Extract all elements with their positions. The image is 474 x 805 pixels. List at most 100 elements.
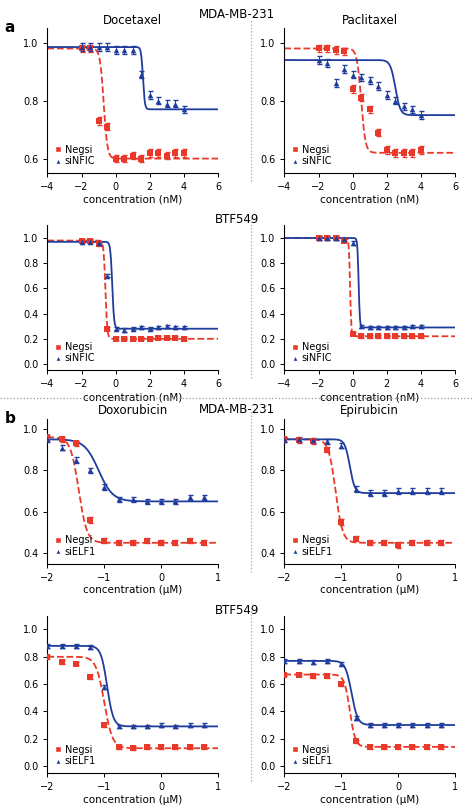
Point bbox=[392, 321, 399, 334]
Point bbox=[129, 493, 137, 506]
Point bbox=[332, 232, 339, 245]
Point bbox=[332, 43, 339, 56]
Point bbox=[323, 654, 331, 667]
Legend: Negsi, siNFIC: Negsi, siNFIC bbox=[289, 340, 334, 365]
Point bbox=[394, 741, 402, 753]
Point bbox=[309, 656, 317, 669]
Point bbox=[281, 433, 288, 446]
Point bbox=[366, 719, 374, 732]
X-axis label: concentration (μM): concentration (μM) bbox=[320, 795, 419, 805]
Text: MDA-MB-231: MDA-MB-231 bbox=[199, 8, 275, 21]
Point bbox=[95, 237, 102, 250]
Point bbox=[120, 43, 128, 56]
Point bbox=[409, 719, 416, 732]
Point bbox=[180, 147, 188, 159]
Point bbox=[423, 719, 430, 732]
Point bbox=[143, 741, 151, 753]
Point bbox=[120, 332, 128, 345]
Point bbox=[58, 433, 65, 446]
Point bbox=[180, 321, 188, 334]
Point bbox=[309, 670, 317, 683]
Point bbox=[357, 320, 365, 332]
Point bbox=[383, 330, 391, 343]
X-axis label: concentration (μM): concentration (μM) bbox=[83, 795, 182, 805]
Point bbox=[103, 120, 111, 133]
Point bbox=[137, 68, 145, 81]
Point bbox=[392, 147, 399, 159]
Text: MDA-MB-231: MDA-MB-231 bbox=[199, 402, 275, 415]
Point bbox=[44, 650, 51, 663]
Text: BTF549: BTF549 bbox=[215, 213, 259, 226]
Point bbox=[392, 330, 399, 343]
X-axis label: concentration (μM): concentration (μM) bbox=[83, 585, 182, 596]
Point bbox=[417, 109, 425, 122]
Point bbox=[146, 147, 154, 159]
Point bbox=[172, 331, 179, 344]
X-axis label: concentration (nM): concentration (nM) bbox=[83, 195, 182, 205]
Point bbox=[137, 152, 145, 165]
Point bbox=[115, 493, 122, 506]
Title: Docetaxel: Docetaxel bbox=[103, 14, 162, 27]
Point bbox=[103, 40, 111, 53]
Point bbox=[409, 330, 416, 343]
Point bbox=[100, 719, 108, 732]
Point bbox=[315, 232, 322, 245]
Point bbox=[417, 143, 425, 156]
Point bbox=[95, 40, 102, 53]
Point bbox=[366, 487, 374, 500]
Point bbox=[366, 536, 374, 549]
Point bbox=[112, 43, 119, 56]
X-axis label: concentration (nM): concentration (nM) bbox=[320, 195, 419, 205]
Point bbox=[383, 143, 391, 156]
Point bbox=[437, 485, 445, 497]
Point bbox=[281, 433, 288, 446]
Point bbox=[380, 536, 388, 549]
Point bbox=[337, 678, 345, 691]
Point bbox=[323, 435, 331, 448]
Point bbox=[172, 147, 179, 159]
Point bbox=[157, 495, 165, 508]
Point bbox=[352, 482, 359, 495]
Point bbox=[295, 668, 302, 681]
Point bbox=[366, 741, 374, 753]
Point bbox=[129, 43, 137, 56]
Point bbox=[86, 671, 94, 683]
Point bbox=[155, 147, 162, 159]
Point bbox=[394, 719, 402, 732]
Point bbox=[380, 719, 388, 732]
Legend: Negsi, siELF1: Negsi, siELF1 bbox=[52, 533, 98, 559]
Point bbox=[200, 491, 208, 504]
Point bbox=[146, 332, 154, 345]
Point bbox=[72, 453, 80, 466]
Point bbox=[383, 321, 391, 334]
Point bbox=[400, 330, 408, 343]
Point bbox=[374, 126, 382, 139]
Point bbox=[400, 147, 408, 159]
Point bbox=[186, 535, 193, 547]
Point bbox=[78, 42, 85, 55]
Point bbox=[349, 68, 356, 81]
Point bbox=[172, 97, 179, 110]
Point bbox=[143, 495, 151, 508]
Point bbox=[72, 657, 80, 670]
Point bbox=[155, 331, 162, 344]
Point bbox=[112, 322, 119, 335]
Point bbox=[400, 100, 408, 113]
Point bbox=[340, 62, 348, 75]
Point bbox=[95, 114, 102, 127]
Legend: Negsi, siELF1: Negsi, siELF1 bbox=[52, 742, 98, 768]
Point bbox=[409, 741, 416, 753]
Point bbox=[172, 321, 179, 334]
Point bbox=[323, 444, 331, 456]
Point bbox=[143, 720, 151, 733]
Point bbox=[380, 487, 388, 500]
Point bbox=[100, 535, 108, 547]
Point bbox=[155, 321, 162, 334]
Point bbox=[129, 720, 137, 733]
Point bbox=[180, 332, 188, 345]
Point bbox=[78, 234, 85, 247]
Point bbox=[380, 741, 388, 753]
Point bbox=[374, 330, 382, 343]
Point bbox=[437, 741, 445, 753]
Point bbox=[172, 495, 179, 508]
